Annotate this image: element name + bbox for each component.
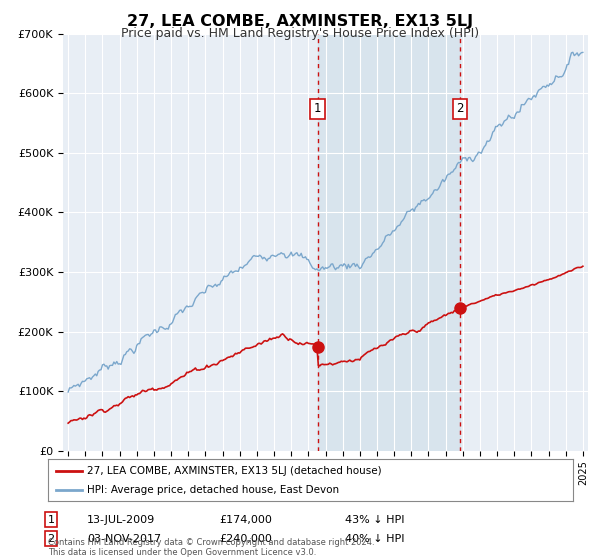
Text: Contains HM Land Registry data © Crown copyright and database right 2024.
This d: Contains HM Land Registry data © Crown c…: [48, 538, 374, 557]
Text: 2: 2: [47, 534, 55, 544]
Text: 1: 1: [47, 515, 55, 525]
Text: 03-NOV-2017: 03-NOV-2017: [87, 534, 161, 544]
Text: 40% ↓ HPI: 40% ↓ HPI: [345, 534, 404, 544]
Text: Price paid vs. HM Land Registry's House Price Index (HPI): Price paid vs. HM Land Registry's House …: [121, 27, 479, 40]
Text: 43% ↓ HPI: 43% ↓ HPI: [345, 515, 404, 525]
Text: 27, LEA COMBE, AXMINSTER, EX13 5LJ (detached house): 27, LEA COMBE, AXMINSTER, EX13 5LJ (deta…: [88, 465, 382, 475]
Text: HPI: Average price, detached house, East Devon: HPI: Average price, detached house, East…: [88, 485, 340, 495]
Text: £174,000: £174,000: [219, 515, 272, 525]
Text: 27, LEA COMBE, AXMINSTER, EX13 5LJ: 27, LEA COMBE, AXMINSTER, EX13 5LJ: [127, 14, 473, 29]
Text: 2: 2: [456, 102, 464, 115]
Text: £240,000: £240,000: [219, 534, 272, 544]
Bar: [317, 34, 460, 451]
Text: 13-JUL-2009: 13-JUL-2009: [87, 515, 155, 525]
Text: 1: 1: [314, 102, 322, 115]
